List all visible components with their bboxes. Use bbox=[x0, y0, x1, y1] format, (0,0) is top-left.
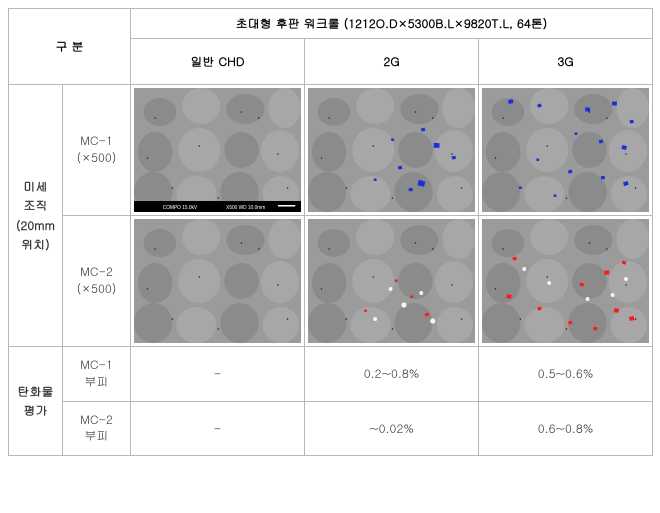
col-header-3g: 3G bbox=[479, 39, 653, 85]
col-header-chd: 일반 CHD bbox=[131, 39, 305, 85]
eval-chd-mc2: - bbox=[131, 401, 305, 456]
sem-image-3g-mc1 bbox=[479, 85, 653, 216]
sem-image-2g-mc2 bbox=[305, 216, 479, 347]
table-row: 미세조직(20mm위치) MC-1(×500) COMPO 15.0kVX500… bbox=[9, 85, 653, 216]
sub-label-mc1-micro: MC-1(×500) bbox=[63, 85, 131, 216]
table-row: MC-2(×500) bbox=[9, 216, 653, 347]
sub-label-mc2-eval: MC-2부피 bbox=[63, 401, 131, 456]
svg-text:X500 WD 10.0mm: X500 WD 10.0mm bbox=[226, 205, 265, 211]
row-label-microstructure: 미세조직(20mm위치) bbox=[9, 85, 63, 347]
sem-image-chd-mc2 bbox=[131, 216, 305, 347]
comparison-table: 구 분 초대형 후판 워크롤 (1212O.D×5300B.L×9820T.L,… bbox=[8, 8, 653, 456]
header-group-label: 구 분 bbox=[9, 9, 131, 85]
sub-label-mc2-micro: MC-2(×500) bbox=[63, 216, 131, 347]
row-label-carbide-eval: 탄화물평가 bbox=[9, 347, 63, 456]
col-header-2g: 2G bbox=[305, 39, 479, 85]
eval-3g-mc2: 0.6~0.8% bbox=[479, 401, 653, 456]
header-title: 초대형 후판 워크롤 (1212O.D×5300B.L×9820T.L, 64톤… bbox=[131, 9, 653, 39]
svg-text:COMPO 15.0kV: COMPO 15.0kV bbox=[163, 205, 198, 211]
sub-label-mc1-eval: MC-1부피 bbox=[63, 347, 131, 402]
table-row: MC-2부피 - ~0.02% 0.6~0.8% bbox=[9, 401, 653, 456]
eval-chd-mc1: - bbox=[131, 347, 305, 402]
eval-2g-mc2: ~0.02% bbox=[305, 401, 479, 456]
sem-image-3g-mc2 bbox=[479, 216, 653, 347]
sem-image-2g-mc1 bbox=[305, 85, 479, 216]
eval-2g-mc1: 0.2~0.8% bbox=[305, 347, 479, 402]
eval-3g-mc1: 0.5~0.6% bbox=[479, 347, 653, 402]
table-row: 탄화물평가 MC-1부피 - 0.2~0.8% 0.5~0.6% bbox=[9, 347, 653, 402]
sem-image-chd-mc1: COMPO 15.0kV X500 WD 10.0mm bbox=[131, 85, 305, 216]
